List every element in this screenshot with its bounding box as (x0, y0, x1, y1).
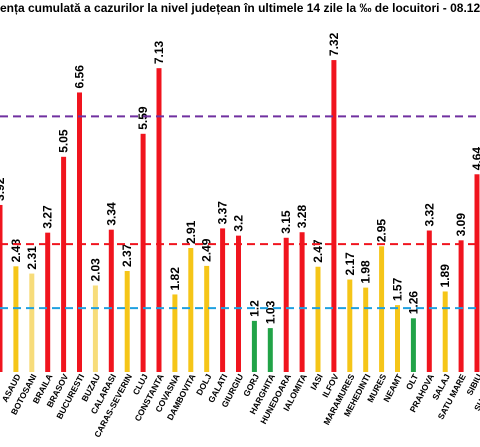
value-label: 7.32 (327, 32, 341, 56)
bar (379, 246, 385, 372)
bar (77, 92, 82, 373)
value-label: 7.13 (152, 40, 166, 64)
bar (236, 235, 241, 372)
bar (458, 240, 464, 372)
value-label: 3.09 (454, 213, 468, 237)
bar (0, 204, 3, 372)
bar (92, 285, 98, 372)
value-label: 1.26 (406, 291, 420, 315)
bar (220, 228, 226, 372)
value-label: 3.32 (422, 203, 436, 227)
value-label: 5.59 (136, 106, 150, 130)
bar (410, 318, 416, 372)
bar (172, 294, 178, 372)
value-label: 6.56 (73, 65, 87, 89)
value-label: 2.91 (184, 220, 198, 244)
value-label: 2.48 (9, 239, 23, 263)
value-label: 3.34 (104, 202, 118, 226)
bar (13, 266, 19, 372)
bar (315, 266, 321, 372)
value-label: 2.47 (311, 239, 325, 263)
bar (124, 271, 130, 372)
bar (29, 273, 35, 372)
value-label: 2.49 (200, 238, 214, 262)
bar (140, 133, 146, 372)
bar (299, 232, 305, 372)
value-label: 2.17 (343, 252, 357, 276)
bar (204, 265, 210, 372)
value-label: 3.28 (295, 205, 309, 229)
value-label: 1.89 (438, 264, 452, 288)
bar (426, 230, 432, 372)
value-label: 2.95 (375, 219, 389, 243)
value-label: 4.64 (470, 147, 480, 171)
bar (108, 229, 114, 372)
value-label: 1.57 (391, 277, 405, 301)
value-label: 5.05 (57, 129, 71, 153)
value-label: 1.82 (168, 267, 182, 291)
bar (251, 320, 257, 372)
x-tick-label: SIBIU (464, 372, 480, 397)
value-label: 2.03 (88, 258, 102, 282)
value-label: 3.15 (279, 210, 293, 234)
bar (267, 328, 273, 372)
value-label: 3.27 (41, 205, 55, 229)
value-label: 1.98 (359, 260, 373, 284)
chart-title: ența cumulată a cazurilor la nivel județ… (0, 1, 480, 15)
value-label: 1.03 (263, 300, 277, 324)
bar (156, 68, 162, 372)
value-label: 2.37 (120, 243, 134, 267)
bar (188, 248, 194, 372)
bar (347, 279, 353, 372)
bar (363, 287, 369, 372)
value-label: 3.92 (0, 177, 7, 201)
value-label: 3.2 (232, 215, 246, 232)
bar (331, 60, 337, 373)
bar (283, 237, 289, 372)
bar (474, 174, 480, 372)
bar (61, 156, 67, 372)
bar (45, 232, 51, 372)
bar (442, 291, 448, 372)
value-label: 3.37 (216, 201, 230, 225)
bar (395, 305, 400, 372)
value-label: 2.31 (25, 246, 39, 270)
